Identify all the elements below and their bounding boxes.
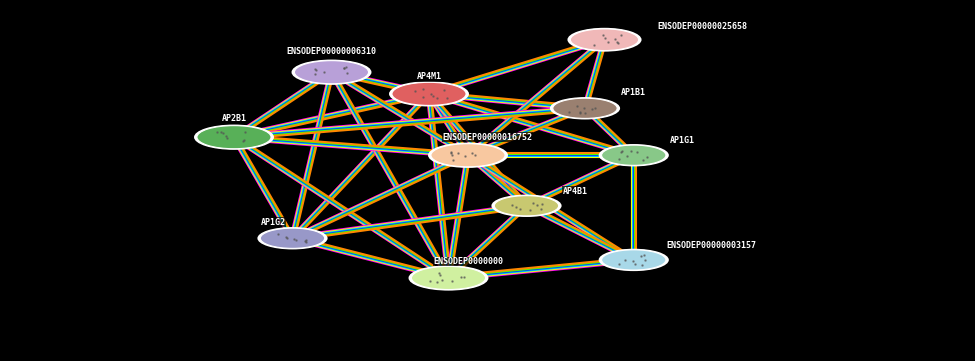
- Ellipse shape: [550, 97, 620, 119]
- Ellipse shape: [428, 143, 508, 168]
- Text: AP1B1: AP1B1: [621, 88, 646, 97]
- Ellipse shape: [491, 195, 562, 217]
- Ellipse shape: [567, 28, 642, 52]
- Ellipse shape: [431, 144, 505, 167]
- Ellipse shape: [494, 196, 559, 216]
- Text: ENSODEP00000025658: ENSODEP00000025658: [657, 22, 747, 31]
- Text: AP1G2: AP1G2: [260, 218, 286, 227]
- Ellipse shape: [292, 60, 371, 85]
- Text: ENSODEP00000003157: ENSODEP00000003157: [667, 241, 757, 250]
- Text: AP4M1: AP4M1: [416, 72, 442, 81]
- Text: AP4B1: AP4B1: [563, 187, 588, 196]
- Ellipse shape: [257, 227, 328, 249]
- Ellipse shape: [194, 125, 274, 150]
- Text: AP2B1: AP2B1: [221, 114, 247, 123]
- Ellipse shape: [411, 266, 486, 290]
- Text: ENSODEP0000000: ENSODEP0000000: [433, 257, 503, 266]
- Ellipse shape: [392, 82, 466, 105]
- Ellipse shape: [602, 250, 666, 270]
- Ellipse shape: [409, 265, 488, 291]
- Ellipse shape: [599, 249, 669, 271]
- Ellipse shape: [197, 126, 271, 149]
- Ellipse shape: [599, 144, 669, 166]
- Ellipse shape: [602, 145, 666, 165]
- Ellipse shape: [553, 98, 617, 118]
- Ellipse shape: [570, 29, 639, 51]
- Ellipse shape: [294, 61, 369, 84]
- Text: ENSODEP00000006310: ENSODEP00000006310: [287, 47, 376, 56]
- Ellipse shape: [389, 81, 469, 106]
- Text: ENSODEP00000016752: ENSODEP00000016752: [443, 133, 532, 142]
- Ellipse shape: [260, 228, 325, 248]
- Text: AP1G1: AP1G1: [670, 136, 695, 145]
